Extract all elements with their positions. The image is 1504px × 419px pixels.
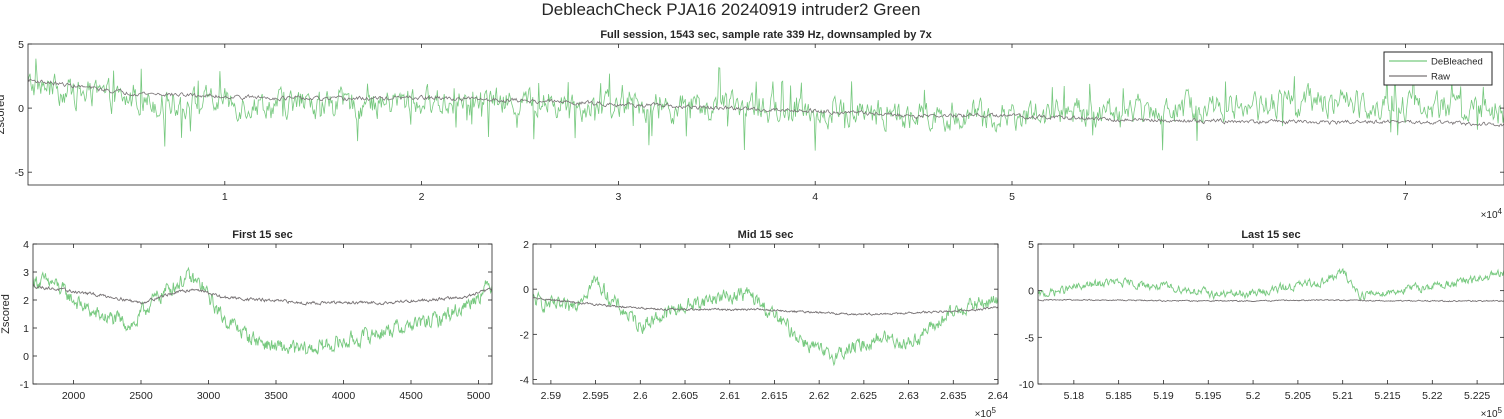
plot-area [28,44,1504,185]
x-tick-label: 5 [1009,191,1015,203]
y-tick-label: 0 [1028,286,1034,298]
x-tick-label: 3500 [264,390,288,402]
x-tick-label: 3000 [197,390,221,402]
axes-title: Full session, 1543 sec, sample rate 339 … [600,29,932,41]
last-15-sec-axes: 5.18 5.185 5.19 5.195 5.2 5.205 5.21 5.215 5.22 5… [1019,229,1504,419]
y-tick-label: 1 [23,323,29,335]
full-session-axes: 1 2 3 4 5 6 7 -5 0 5 Full session, 1543 sec, sampl… [0,29,1504,221]
y-axis-label: Zscored [0,294,12,334]
series-line-debleached [33,266,492,355]
y-tick-label: -4 [520,374,529,386]
x-tick-label: 2.625 [851,390,877,402]
x-tick-label: 2.605 [672,390,698,402]
y-tick-label: 0 [23,351,29,363]
x-tick-label: 5.18 [1064,390,1085,402]
x-tick-label: 2000 [62,390,86,402]
y-tick-label: 3 [23,267,29,279]
x-tick-label: 5.21 [1332,390,1353,402]
plot-area [1038,244,1504,384]
axes-title: Last 15 sec [1241,229,1300,241]
y-tick-label: -10 [1019,379,1034,391]
y-tick-label: 5 [1028,239,1034,251]
legend: DeBleached Raw [1383,51,1493,86]
axes-frame [32,243,493,385]
x-tick-label: 2 [419,191,425,203]
x-exponent-label: ×105 [975,406,997,419]
x-tick-label: 4500 [399,390,423,402]
x-tick-label: 2.6 [633,390,648,402]
x-exponent-label: ×104 [1481,207,1503,221]
x-tick-label: 5.225 [1464,390,1490,402]
x-tick-label: 2.59 [541,390,562,402]
x-tick-label: 2.61 [720,390,741,402]
axes-frame [532,243,999,385]
y-axis-label: Zscored [0,95,7,135]
series-line-raw [533,297,998,316]
first-15-sec-axes: 2000 2500 3000 3500 4000 4500 5000 -1 0 1 2 3 4 First… [0,229,493,402]
x-exponent-power: 5 [992,406,997,415]
x-tick-label: 7 [1403,191,1409,203]
x-tick-label: 2.635 [940,390,966,402]
x-tick-label: 4 [812,191,818,203]
y-tick-label: -2 [520,329,529,341]
axes-title: First 15 sec [232,229,293,241]
y-tick-label: 2 [523,239,529,251]
legend-box [1383,51,1493,86]
y-tick-label: -5 [15,167,24,179]
x-tick-label: 2.62 [809,390,830,402]
x-tick-label: 5.205 [1285,390,1311,402]
axes-frame [27,43,1504,186]
x-tick-label: 2.595 [582,390,608,402]
series-line-debleached [533,275,998,367]
x-tick-label: 3 [615,191,621,203]
x-tick-label: 2.615 [761,390,787,402]
axes-title: Mid 15 sec [738,229,794,241]
series-line-raw [33,284,492,306]
legend-label-raw: Raw [1431,72,1450,83]
y-tick-label: 5 [18,39,24,51]
x-tick-label: 1 [222,191,228,203]
series-line-debleached [1038,267,1504,302]
figure-title: DebleachCheck PJA16 20240919 intruder2 G… [542,0,921,19]
axes-frame [1037,243,1504,385]
x-tick-label: 5.2 [1246,390,1261,402]
x-exponent-power: 4 [1498,207,1503,216]
x-tick-label: 2.64 [988,390,1009,402]
x-tick-label: 5.195 [1195,390,1221,402]
y-tick-label: 2 [23,295,29,307]
x-tick-label: 6 [1206,191,1212,203]
mid-15-sec-axes: 2.59 2.595 2.6 2.605 2.61 2.615 2.62 2.625 2.63 2… [520,229,1009,419]
y-tick-label: 0 [523,284,529,296]
x-tick-label: 4000 [332,390,356,402]
y-tick-label: 4 [23,239,29,251]
x-tick-label: 2.63 [898,390,919,402]
legend-label-debleached: DeBleached [1431,57,1483,68]
y-tick-label: -5 [1025,332,1034,344]
x-tick-label: 2500 [129,390,153,402]
x-tick-label: 5.19 [1153,390,1174,402]
x-exponent-label: ×105 [1481,406,1503,419]
x-tick-label: 5000 [467,390,491,402]
x-tick-label: 5.185 [1106,390,1132,402]
y-tick-label: -1 [20,379,29,391]
x-tick-label: 5.22 [1422,390,1443,402]
y-tick-label: 0 [18,103,24,115]
x-tick-label: 5.215 [1374,390,1400,402]
series-line-raw [1038,298,1504,303]
series-line-raw [28,78,1504,128]
x-exponent-power: 5 [1498,406,1503,415]
